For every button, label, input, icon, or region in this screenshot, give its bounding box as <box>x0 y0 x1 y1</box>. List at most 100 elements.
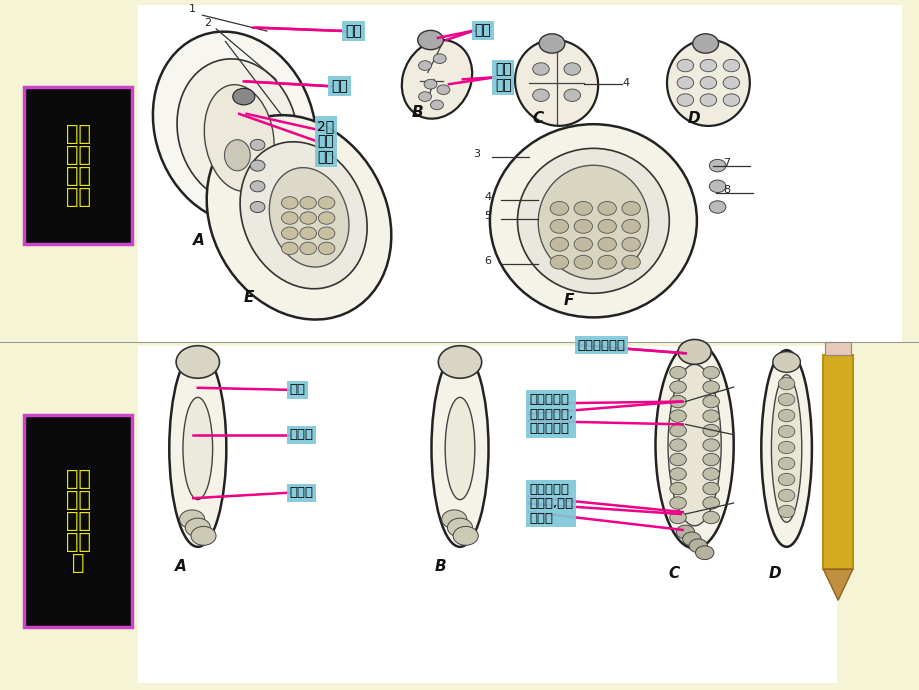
Circle shape <box>669 366 686 379</box>
Ellipse shape <box>207 115 391 319</box>
Text: 合子: 合子 <box>289 384 305 396</box>
Ellipse shape <box>538 166 648 279</box>
Circle shape <box>702 497 719 509</box>
Text: 4: 4 <box>483 192 491 202</box>
Circle shape <box>597 201 616 215</box>
Ellipse shape <box>169 351 226 547</box>
Text: D: D <box>768 566 781 580</box>
Ellipse shape <box>654 342 733 549</box>
Circle shape <box>677 339 710 364</box>
Circle shape <box>702 410 719 422</box>
Circle shape <box>682 532 700 546</box>
Circle shape <box>669 453 686 466</box>
Circle shape <box>563 63 580 75</box>
Circle shape <box>573 201 592 215</box>
Circle shape <box>676 77 693 89</box>
Circle shape <box>573 219 592 233</box>
Text: 6: 6 <box>483 255 491 266</box>
Ellipse shape <box>666 40 749 126</box>
Text: 2: 2 <box>204 18 211 28</box>
FancyBboxPatch shape <box>138 346 836 683</box>
Ellipse shape <box>183 397 212 500</box>
Text: A: A <box>175 560 187 574</box>
Circle shape <box>532 89 549 101</box>
Text: 1: 1 <box>188 4 196 14</box>
Ellipse shape <box>204 85 274 191</box>
Circle shape <box>702 366 719 379</box>
Circle shape <box>777 442 794 454</box>
Text: 合点室分裂
次数少,保持
游离核: 合点室分裂 次数少,保持 游离核 <box>528 483 573 524</box>
Circle shape <box>669 511 686 524</box>
Circle shape <box>702 395 719 408</box>
Text: 细胞
型胚
乳的
发育: 细胞 型胚 乳的 发育 <box>65 124 91 207</box>
Text: 2个
胚乳
细胞: 2个 胚乳 细胞 <box>317 119 335 164</box>
Circle shape <box>424 79 437 89</box>
Circle shape <box>430 100 443 110</box>
Circle shape <box>281 227 298 239</box>
Circle shape <box>447 518 472 537</box>
Circle shape <box>318 242 335 255</box>
Circle shape <box>281 242 298 255</box>
Circle shape <box>417 30 443 50</box>
Ellipse shape <box>402 40 471 119</box>
Text: 7: 7 <box>722 157 730 168</box>
Ellipse shape <box>269 168 348 267</box>
Circle shape <box>597 219 616 233</box>
Circle shape <box>550 219 568 233</box>
Ellipse shape <box>490 124 697 317</box>
Text: 4: 4 <box>622 77 630 88</box>
Circle shape <box>722 77 739 89</box>
Circle shape <box>702 468 719 480</box>
Text: 沼生
目型
胚乳
的发
育: 沼生 目型 胚乳 的发 育 <box>65 469 91 573</box>
Text: 合点室: 合点室 <box>289 486 313 499</box>
Circle shape <box>772 352 800 373</box>
Circle shape <box>179 510 204 529</box>
Circle shape <box>669 497 686 509</box>
Circle shape <box>722 59 739 72</box>
Circle shape <box>702 453 719 466</box>
Circle shape <box>437 346 482 378</box>
Circle shape <box>621 201 640 215</box>
Circle shape <box>532 63 549 75</box>
Ellipse shape <box>224 140 250 171</box>
Ellipse shape <box>445 397 474 500</box>
Circle shape <box>191 526 216 545</box>
Circle shape <box>573 237 592 251</box>
Text: C: C <box>532 111 543 126</box>
Text: 珠被: 珠被 <box>345 24 361 38</box>
Circle shape <box>185 518 210 537</box>
Circle shape <box>250 160 265 171</box>
Circle shape <box>702 424 719 437</box>
Circle shape <box>699 94 716 106</box>
Circle shape <box>777 393 794 406</box>
Circle shape <box>688 539 707 553</box>
Circle shape <box>621 219 640 233</box>
Text: 合子: 合子 <box>474 23 491 37</box>
Circle shape <box>176 346 220 378</box>
Text: 合子: 合子 <box>331 79 347 93</box>
Circle shape <box>669 410 686 422</box>
Text: 3: 3 <box>472 149 480 159</box>
Ellipse shape <box>176 59 298 204</box>
Circle shape <box>676 59 693 72</box>
Circle shape <box>233 88 255 105</box>
Circle shape <box>597 255 616 269</box>
Circle shape <box>250 181 265 192</box>
Circle shape <box>550 255 568 269</box>
Circle shape <box>669 424 686 437</box>
Text: 珠孔室细胞
不断核分裂,
形成游离核: 珠孔室细胞 不断核分裂, 形成游离核 <box>528 393 573 435</box>
Circle shape <box>709 180 725 193</box>
Circle shape <box>453 526 478 545</box>
Circle shape <box>702 482 719 495</box>
Text: D: D <box>687 111 700 126</box>
Ellipse shape <box>240 141 367 289</box>
Circle shape <box>318 227 335 239</box>
FancyBboxPatch shape <box>138 5 901 342</box>
Circle shape <box>573 255 592 269</box>
Circle shape <box>676 94 693 106</box>
Circle shape <box>722 94 739 106</box>
Circle shape <box>699 59 716 72</box>
Circle shape <box>318 212 335 224</box>
Text: B: B <box>434 560 446 574</box>
Circle shape <box>675 525 694 539</box>
